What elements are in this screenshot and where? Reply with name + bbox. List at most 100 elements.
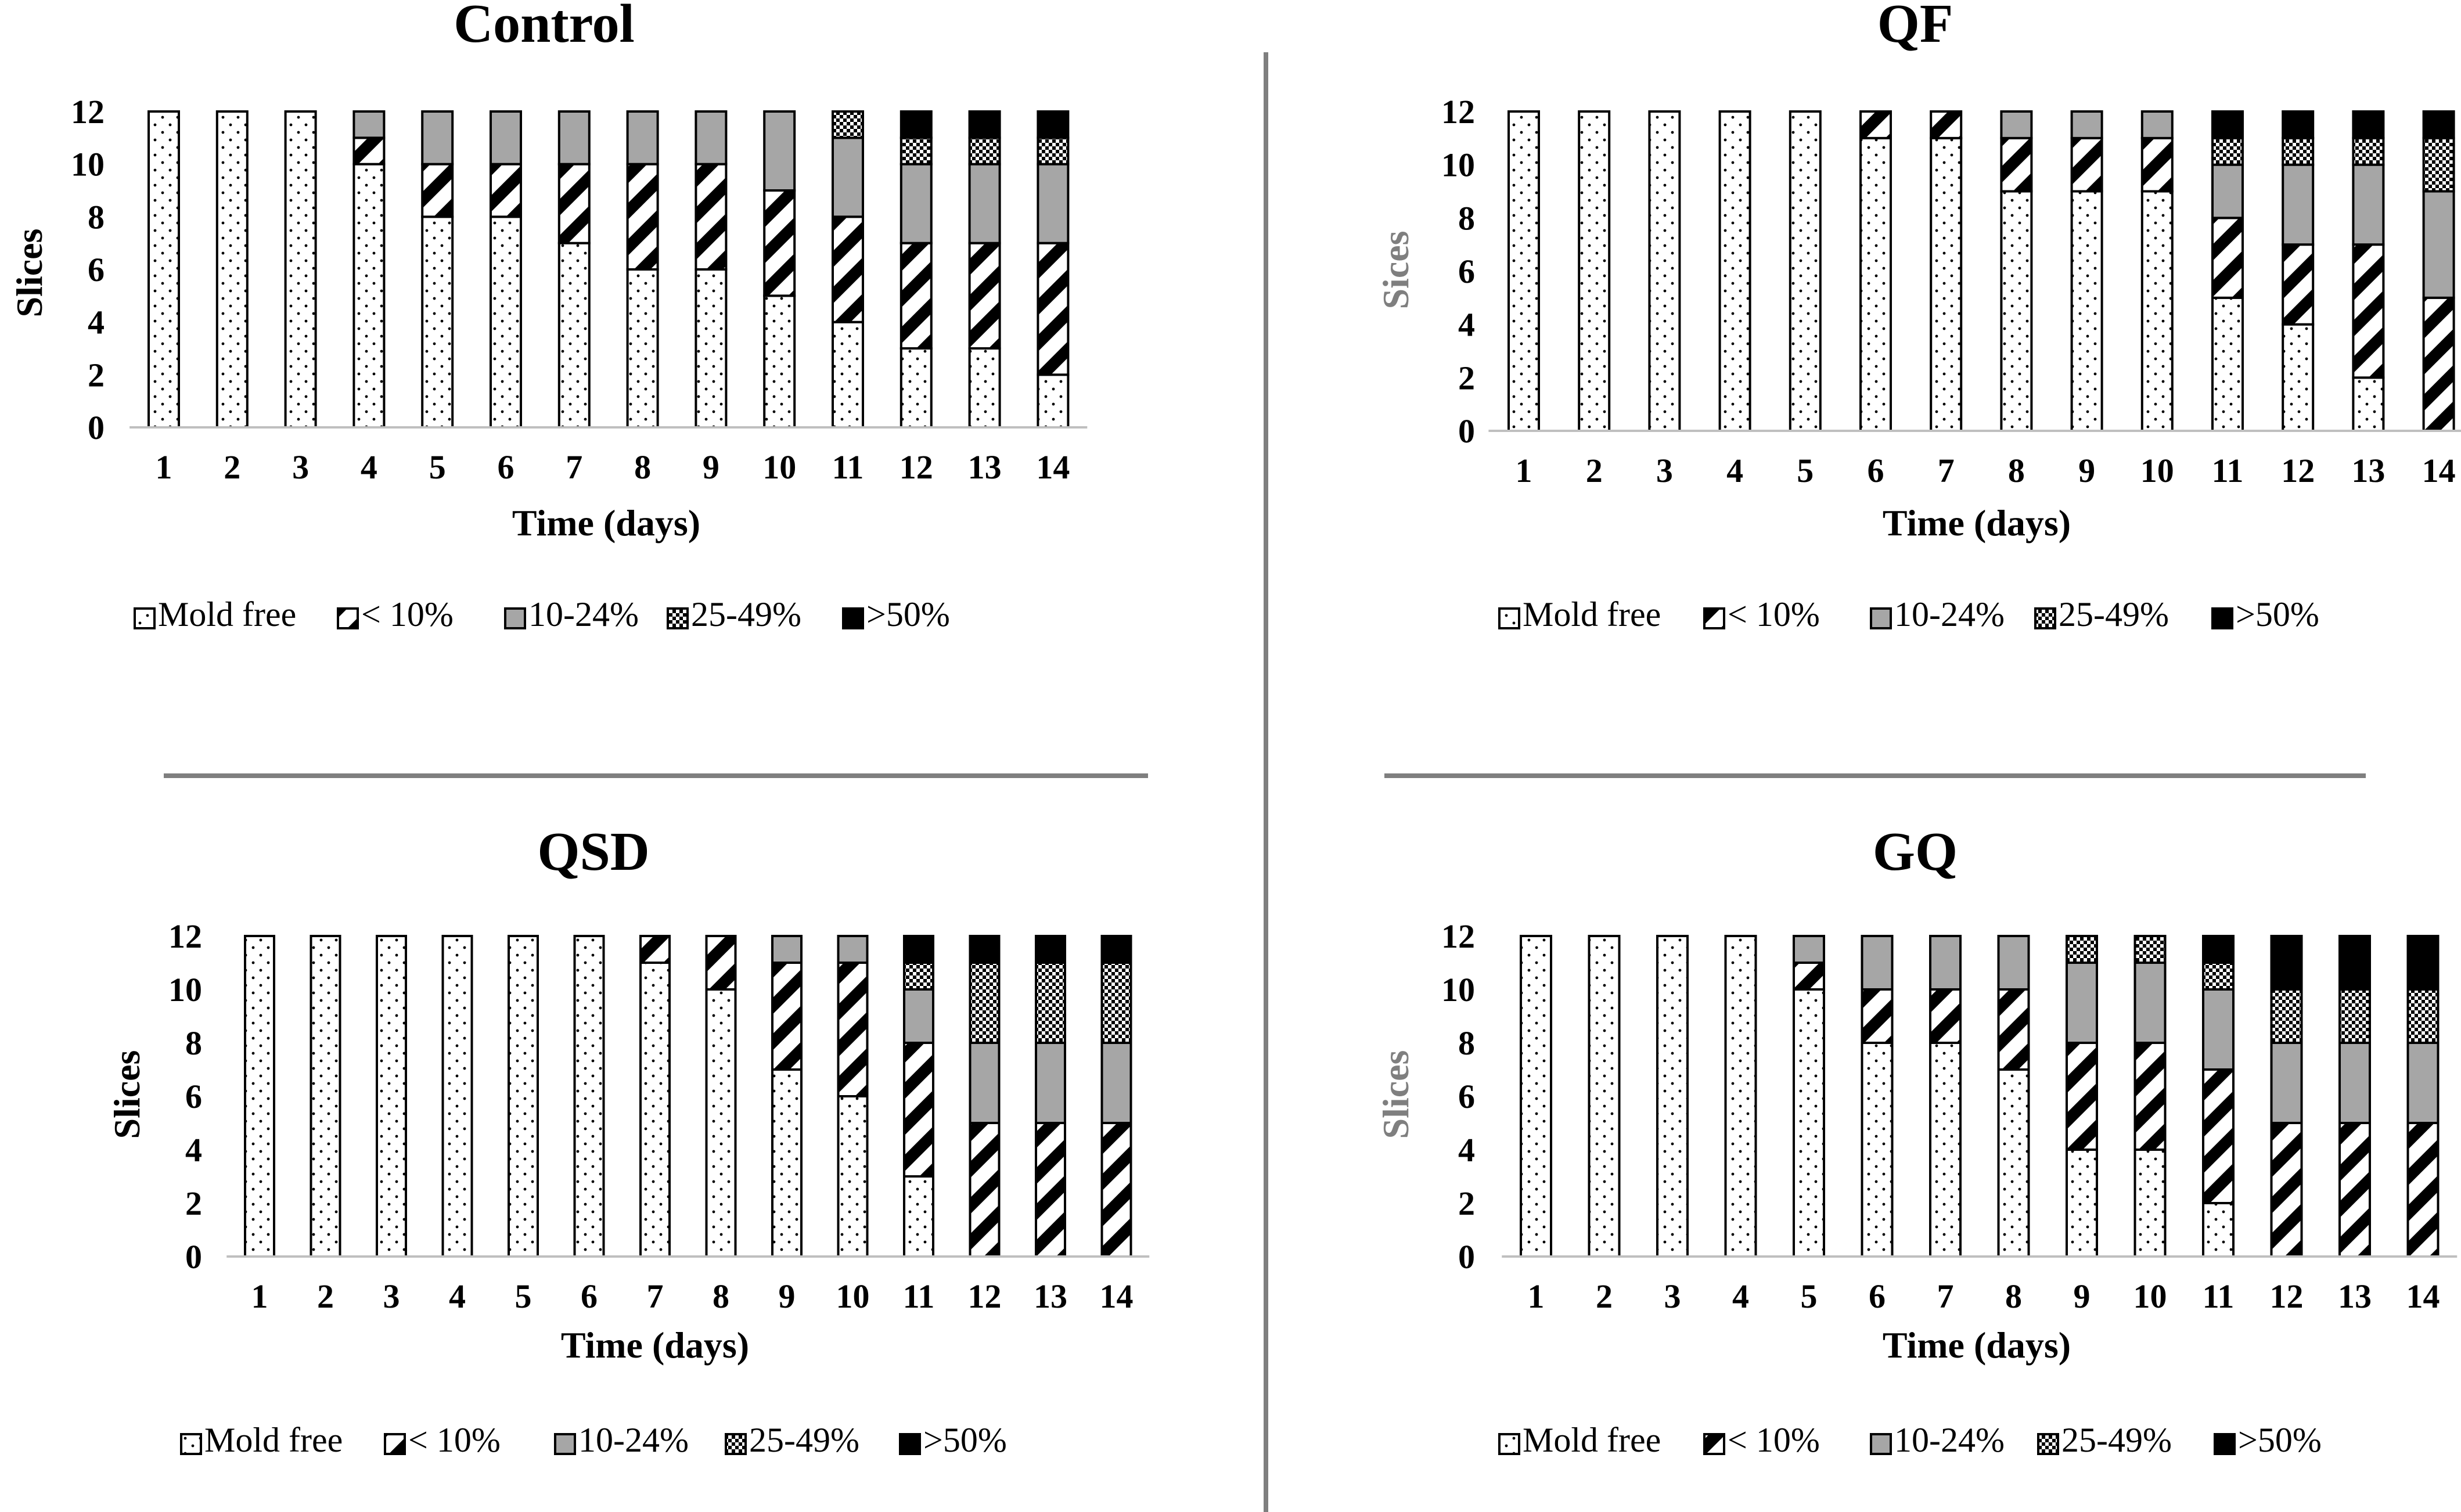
x-axis-label: Time (days)	[512, 502, 700, 543]
chart-title: GQ	[1873, 822, 1958, 882]
bar-segment-1	[2000, 190, 2033, 432]
bar-segment-2	[969, 1122, 1001, 1258]
x-tick-label: 14	[1100, 1277, 1134, 1315]
x-tick-label: 14	[2422, 452, 2456, 489]
bar-segment-3	[2211, 163, 2244, 219]
legend-label-1: Mold free	[158, 595, 296, 633]
x-tick-label: 8	[2008, 452, 2025, 489]
vertical-divider	[1264, 52, 1268, 1512]
bars	[1507, 110, 2455, 433]
y-axis-ticks: 0 2 4 6 8 10 12	[168, 917, 202, 1276]
bar-segment-2	[695, 163, 728, 271]
bar-segment-1	[1656, 935, 1689, 1258]
bar-segment-2	[1997, 988, 2030, 1071]
bar-segment-4	[1035, 962, 1066, 1044]
y-tick-label: 6	[185, 1078, 202, 1115]
bar-segment-5	[2338, 935, 2371, 991]
legend: Mold free < 10% 10-24% 25-49% >50%	[180, 1421, 1007, 1459]
legend-swatch-2	[1703, 607, 1725, 629]
y-tick-label: 4	[88, 304, 105, 341]
legend-label-3: 10-24%	[578, 1421, 689, 1459]
y-tick-label: 12	[168, 917, 202, 955]
bar-segment-1	[1724, 935, 1757, 1258]
legend-label-2: < 10%	[1728, 1421, 1820, 1459]
bar-segment-2	[1037, 242, 1070, 376]
bar-segment-1	[1930, 136, 1963, 432]
bar-segment-3	[763, 110, 796, 192]
bar-segment-1	[2140, 190, 2174, 432]
x-tick-label: 7	[1937, 1277, 1954, 1315]
legend-label-4: 25-49%	[2059, 595, 2169, 633]
x-axis-ticks: 1 2 3 4 5 6 7 8 9 10 11 12 13 14	[1528, 1277, 2440, 1315]
bar-segment-4	[2066, 935, 2098, 964]
x-tick-label: 3	[383, 1277, 400, 1315]
bar-segment-2	[2066, 1042, 2098, 1151]
y-tick-label: 6	[1458, 1078, 1475, 1115]
bar-segment-2	[771, 962, 803, 1071]
bar-segment-4	[2211, 136, 2244, 166]
x-tick-label: 8	[2005, 1277, 2022, 1315]
y-tick-label: 6	[1458, 253, 1475, 290]
y-axis-ticks: 0 2 4 6 8 10 12	[1441, 917, 1475, 1276]
bar-segment-2	[2211, 217, 2244, 299]
legend-label-5: >50%	[923, 1421, 1007, 1459]
x-tick-label: 2	[224, 448, 240, 486]
bar-segment-3	[1929, 935, 1962, 991]
bar-segment-2	[352, 136, 386, 165]
bars	[147, 110, 1070, 429]
horizontal-divider-left	[164, 773, 1148, 778]
bar-segment-2	[1929, 988, 1962, 1044]
legend-swatch-4	[725, 1433, 747, 1455]
bar-segment-3	[1861, 935, 1894, 991]
bar-segment-1	[695, 268, 728, 429]
x-tick-label: 7	[647, 1277, 664, 1315]
bar-segment-5	[1037, 110, 1070, 139]
legend: Mold free < 10% 10-24% 25-49% >50%	[1498, 595, 2319, 633]
bar-segment-4	[832, 110, 864, 139]
legend-swatch-5	[2211, 607, 2233, 629]
bar-segment-1	[508, 935, 539, 1258]
x-axis-label: Time (days)	[1883, 1324, 2071, 1366]
bar-segment-1	[1718, 110, 1751, 432]
x-tick-label: 6	[1868, 452, 1884, 489]
y-tick-label: 10	[71, 146, 105, 183]
bar-segment-5	[968, 110, 1001, 139]
x-tick-label: 1	[156, 448, 172, 486]
bar-segment-1	[1859, 136, 1892, 432]
x-tick-label: 10	[2140, 452, 2174, 489]
bar-segment-1	[352, 163, 386, 429]
bar-segment-2	[2352, 243, 2385, 379]
x-tick-label: 9	[703, 448, 719, 486]
legend-swatch-3	[504, 607, 526, 629]
bar-segment-1	[903, 1175, 934, 1258]
y-tick-label: 10	[1441, 146, 1475, 184]
bar-segment-3	[771, 935, 803, 964]
bar-segment-5	[2270, 935, 2303, 991]
y-tick-label: 8	[1458, 1024, 1475, 1062]
y-tick-label: 4	[1458, 306, 1475, 344]
x-tick-label: 10	[2133, 1277, 2167, 1315]
bar-segment-4	[1037, 136, 1070, 165]
bar-segment-3	[490, 110, 522, 165]
bar-segment-2	[2338, 1122, 2371, 1258]
bar-segment-1	[284, 110, 317, 429]
y-axis-label: Sices	[1375, 231, 1416, 309]
bar-segment-3	[2406, 1042, 2440, 1124]
bar-segment-2	[1861, 988, 1894, 1044]
legend: Mold free < 10% 10-24% 25-49% >50%	[134, 595, 950, 633]
x-tick-label: 1	[1516, 452, 1532, 489]
y-tick-label: 6	[88, 251, 105, 289]
bar-segment-3	[1035, 1042, 1066, 1124]
y-axis-ticks: 0 2 4 6 8 10 12	[1441, 93, 1475, 450]
bar-segment-5	[900, 110, 933, 139]
bar-segment-5	[2406, 935, 2440, 991]
bar-segment-2	[2000, 136, 2033, 193]
bar-segment-4	[969, 962, 1001, 1044]
legend-swatch-1	[1498, 1433, 1520, 1455]
bar-segment-1	[771, 1068, 803, 1258]
legend: Mold free < 10% 10-24% 25-49% >50%	[1498, 1421, 2322, 1459]
legend-label-3: 10-24%	[528, 595, 639, 633]
y-tick-label: 0	[1458, 412, 1475, 450]
legend-label-4: 25-49%	[691, 595, 801, 633]
bar-segment-1	[1037, 373, 1070, 429]
